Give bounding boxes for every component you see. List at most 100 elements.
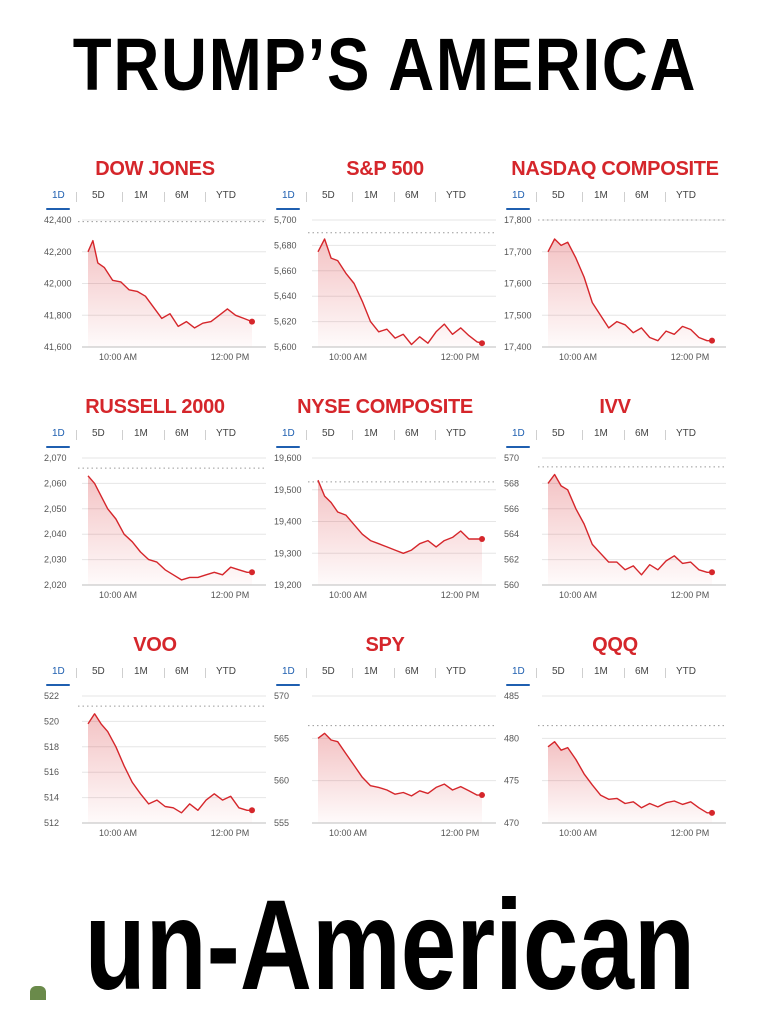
chart-svg: 485 480 475 470 10:00 AM 12:00 PM [504,691,726,838]
tab-ytd[interactable]: YTD [446,666,466,677]
tab-1d[interactable]: 1D [512,666,525,677]
tab-1d[interactable]: 1D [512,428,525,439]
tab-6m[interactable]: 6M [175,666,189,677]
y-tick-label: 5,660 [274,266,297,276]
last-value-marker [709,809,715,816]
last-value-marker [249,569,255,576]
tab-5d[interactable]: 5D [552,190,565,201]
chart-title: NYSE COMPOSITE [297,396,473,418]
series-area [88,475,252,585]
tab-1m[interactable]: 1M [134,428,148,439]
tab-separator [582,668,583,678]
tab-6m[interactable]: 6M [405,666,419,677]
tab-6m[interactable]: 6M [405,428,419,439]
tab-6m[interactable]: 6M [405,190,419,201]
x-tick-label: 12:00 PM [211,828,250,838]
tab-separator [76,668,77,678]
tab-ytd[interactable]: YTD [216,190,236,201]
tab-1m[interactable]: 1M [594,666,608,677]
x-tick-label: 12:00 PM [211,590,250,600]
y-tick-label: 522 [44,691,59,701]
tab-separator [164,430,165,440]
y-tick-label: 17,600 [504,279,532,289]
y-tick-label: 520 [44,716,59,726]
last-value-marker [479,340,485,347]
chart-svg: 2,070 2,060 2,050 2,040 2,030 2,020 10:00 AM 12… [44,453,266,600]
x-tick-label: 12:00 PM [671,828,710,838]
y-tick-label: 2,020 [44,580,67,590]
tab-6m[interactable]: 6M [635,190,649,201]
tab-ytd[interactable]: YTD [676,428,696,439]
x-tick-label: 12:00 PM [211,352,250,362]
active-tab-underline [276,446,300,448]
tab-ytd[interactable]: YTD [446,190,466,201]
chart-svg: 570 568 566 564 562 560 10:00 AM 12:00 PM [504,453,726,600]
series-line [547,238,712,342]
tab-1m[interactable]: 1M [594,190,608,201]
tab-1d[interactable]: 1D [52,190,65,201]
y-tick-label: 512 [44,818,59,828]
tab-5d[interactable]: 5D [92,428,105,439]
tab-5d[interactable]: 5D [552,666,565,677]
tab-1d[interactable]: 1D [512,190,525,201]
chart-svg: 570 565 560 555 10:00 AM 12:00 PM [274,691,496,838]
x-tick-label: 10:00 AM [559,352,597,362]
y-tick-label: 518 [44,742,59,752]
y-tick-label: 516 [44,767,59,777]
time-range-tabs: 1D 5D 1M 6M YTD [40,428,270,448]
series-area [318,733,482,823]
y-tick-label: 17,700 [504,247,532,257]
x-tick-label: 10:00 AM [559,828,597,838]
tab-separator [352,430,353,440]
time-range-tabs: 1D 5D 1M 6M YTD [40,666,270,686]
last-value-marker [249,318,255,325]
chart-panel: 42,400 42,200 42,000 41,800 41,600 10:00 AM 12… [40,158,270,388]
x-tick-label: 10:00 AM [329,352,367,362]
series-area [88,240,252,347]
tab-5d[interactable]: 5D [92,190,105,201]
tab-1d[interactable]: 1D [52,666,65,677]
tab-ytd[interactable]: YTD [676,666,696,677]
tab-1m[interactable]: 1M [594,428,608,439]
y-tick-label: 41,600 [44,342,72,352]
tab-5d[interactable]: 5D [322,666,335,677]
series-line [87,475,252,581]
chart-svg: 42,400 42,200 42,000 41,800 41,600 10:00 AM 12… [44,215,266,362]
tab-6m[interactable]: 6M [635,666,649,677]
tab-1m[interactable]: 1M [364,428,378,439]
y-tick-label: 564 [504,529,519,539]
x-tick-label: 12:00 PM [441,352,480,362]
tab-1d[interactable]: 1D [282,190,295,201]
chart-title: IVV [599,396,631,418]
tab-1m[interactable]: 1M [134,190,148,201]
tab-ytd[interactable]: YTD [216,666,236,677]
tab-ytd[interactable]: YTD [446,428,466,439]
tab-1d[interactable]: 1D [282,428,295,439]
tab-6m[interactable]: 6M [635,428,649,439]
x-tick-label: 12:00 PM [441,590,480,600]
tab-separator [76,430,77,440]
x-tick-label: 12:00 PM [441,828,480,838]
chart-panel: 522 520 518 516 514 512 10:00 AM 12:00 PM VOO 1D 5… [40,634,270,864]
tab-1m[interactable]: 1M [364,666,378,677]
tab-1d[interactable]: 1D [282,666,295,677]
tab-separator [536,668,537,678]
tab-6m[interactable]: 6M [175,190,189,201]
tab-separator [352,668,353,678]
active-tab-underline [276,208,300,210]
tab-5d[interactable]: 5D [322,190,335,201]
tab-1m[interactable]: 1M [364,190,378,201]
tab-ytd[interactable]: YTD [216,428,236,439]
tab-separator [122,192,123,202]
time-range-tabs: 1D 5D 1M 6M YTD [270,428,500,448]
tab-ytd[interactable]: YTD [676,190,696,201]
tab-5d[interactable]: 5D [552,428,565,439]
tab-1m[interactable]: 1M [134,666,148,677]
tab-5d[interactable]: 5D [322,428,335,439]
tab-6m[interactable]: 6M [175,428,189,439]
tab-5d[interactable]: 5D [92,666,105,677]
y-tick-label: 2,050 [44,504,67,514]
y-tick-label: 2,060 [44,478,67,488]
x-tick-label: 10:00 AM [329,590,367,600]
tab-1d[interactable]: 1D [52,428,65,439]
